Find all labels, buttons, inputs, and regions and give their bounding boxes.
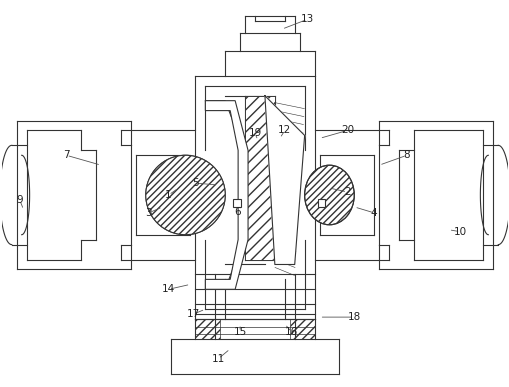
Text: 3: 3	[145, 208, 152, 218]
Bar	[245, 96, 274, 260]
Text: 16: 16	[285, 327, 298, 337]
Bar	[289, 319, 314, 339]
Text: 6: 6	[233, 207, 240, 217]
Text: 5: 5	[192, 178, 199, 188]
Text: 4: 4	[370, 208, 377, 218]
Text: 14: 14	[162, 284, 175, 294]
Bar	[233, 199, 241, 207]
Text: 10: 10	[453, 227, 466, 237]
Text: 12: 12	[277, 125, 291, 135]
Text: 11: 11	[211, 354, 224, 364]
Bar	[317, 199, 325, 207]
Text: 13: 13	[300, 14, 314, 24]
Text: 7: 7	[63, 150, 70, 160]
Polygon shape	[264, 96, 304, 264]
Polygon shape	[205, 101, 247, 289]
Text: 1: 1	[165, 190, 172, 200]
Circle shape	[146, 155, 225, 235]
Bar	[195, 319, 220, 339]
Circle shape	[146, 155, 225, 235]
Text: 2: 2	[344, 187, 350, 197]
Text: 17: 17	[186, 309, 200, 319]
Bar	[245, 96, 274, 260]
Ellipse shape	[304, 165, 354, 225]
Text: 20: 20	[340, 125, 353, 135]
Text: 15: 15	[233, 327, 246, 337]
Text: 19: 19	[248, 128, 261, 139]
Text: 18: 18	[347, 312, 360, 322]
Text: 9: 9	[16, 195, 23, 205]
Text: 8: 8	[403, 150, 409, 160]
